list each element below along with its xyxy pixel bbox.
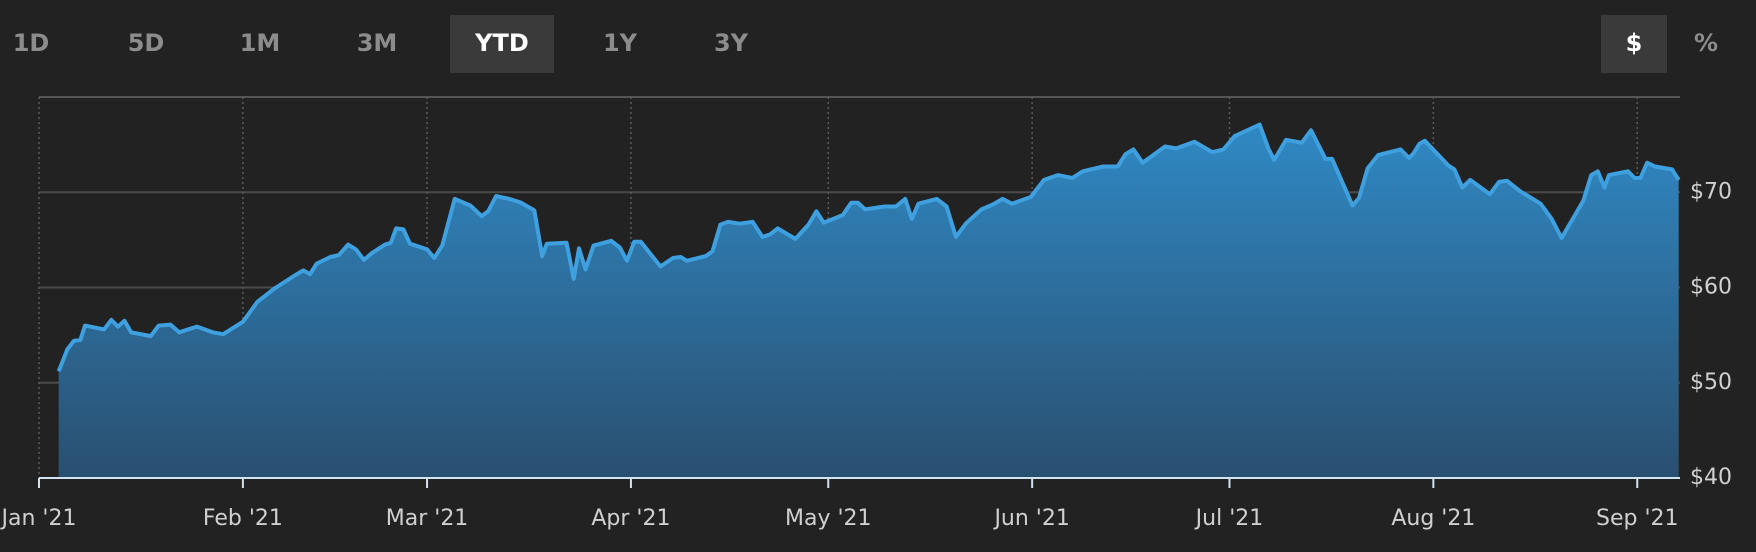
range-button[interactable]: 1D — [13, 29, 50, 57]
controls: 1D 5D 1M 3M YTD 1Y 3Y $% — [13, 15, 1718, 73]
range-button[interactable]: 1Y — [603, 29, 638, 57]
range-button[interactable]: 3Y — [714, 29, 749, 57]
x-tick-label: Feb '21 — [203, 506, 283, 531]
x-tick-label: Mar '21 — [386, 506, 469, 531]
range-button[interactable]: 1M — [240, 29, 281, 57]
x-tick-label: Jul '21 — [1194, 506, 1264, 531]
unit-button[interactable]: $ — [1626, 29, 1643, 57]
range-button[interactable]: 5D — [128, 29, 165, 57]
unit-button-bg — [1601, 15, 1667, 73]
y-tick-label: $50 — [1690, 370, 1732, 395]
y-tick-label: $40 — [1690, 465, 1732, 490]
price-line — [56, 122, 1681, 373]
unit-button[interactable]: % — [1694, 29, 1718, 57]
range-button-bg — [450, 15, 554, 73]
y-tick-label: $70 — [1690, 179, 1732, 204]
x-tick-label: May '21 — [785, 506, 872, 531]
y-tick-label: $60 — [1690, 275, 1732, 300]
x-tick-label: Jun '21 — [992, 506, 1069, 531]
x-tick-label: Sep '21 — [1596, 506, 1679, 531]
chart: $40 $50 $60 $70 Jan '21 Feb '21 Mar '21 Apr '21… — [0, 96, 1732, 531]
range-button[interactable]: 3M — [357, 29, 398, 57]
area-fill — [58, 124, 1679, 478]
x-tick-label: Jan '21 — [0, 506, 76, 531]
x-tick-label: Apr '21 — [591, 506, 670, 531]
x-tick-label: Aug '21 — [1391, 506, 1475, 531]
range-button[interactable]: YTD — [474, 29, 529, 57]
